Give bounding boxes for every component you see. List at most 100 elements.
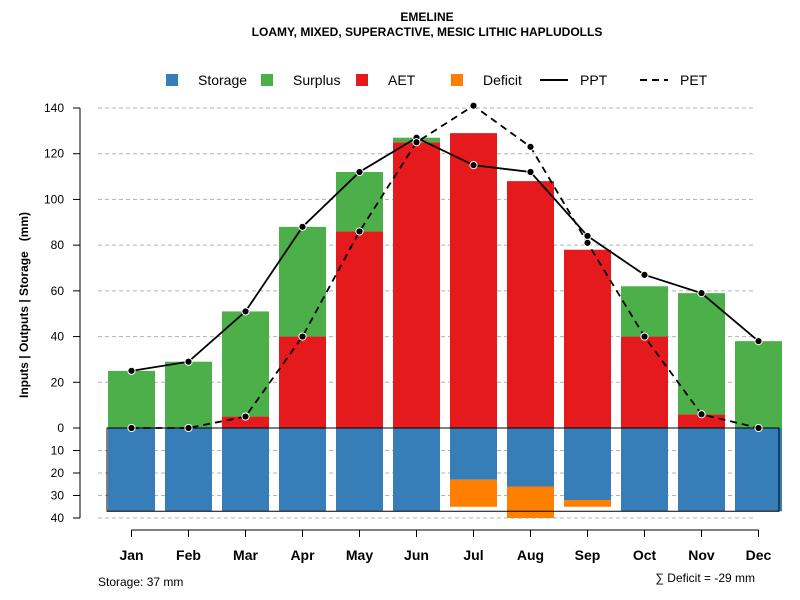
deficit-note: ∑ Deficit = -29 mm	[655, 571, 755, 585]
legend-swatch-storage	[166, 74, 178, 86]
aet-bar-Oct	[621, 336, 668, 428]
legend-swatch-deficit	[451, 74, 463, 86]
storage-bar-Jul	[450, 428, 497, 480]
aet-bar-Mar	[222, 416, 269, 428]
y-tick-label-100: 100	[44, 192, 64, 206]
deficit-bar-Sep	[564, 500, 611, 507]
aet-bar-Jul	[450, 133, 497, 428]
ppt-point-Aug	[526, 167, 535, 177]
aet-bar-Apr	[279, 336, 326, 428]
storage-bar-May	[336, 428, 383, 512]
storage-bar-Feb	[165, 428, 212, 512]
legend-swatch-aet	[356, 74, 368, 86]
y-tick-label-140: 140	[44, 101, 64, 115]
surplus-bar-Apr	[279, 226, 326, 337]
pet-point-Sep	[583, 238, 592, 247]
ppt-point-May	[355, 167, 364, 177]
storage-note: Storage: 37 mm	[98, 575, 183, 589]
x-tick-label-Jul: Jul	[463, 547, 483, 563]
y-axis-label: Inputs | Outputs | Storage (mm)	[17, 212, 31, 398]
pet-point-Oct	[640, 332, 649, 341]
legend-label-ppt: PPT	[580, 72, 608, 88]
pet-point-Mar	[241, 412, 250, 421]
y-tick-label-20: 20	[51, 375, 65, 389]
y-tick-label-120: 120	[44, 147, 64, 161]
storage-tick-label-20: 20	[51, 466, 65, 480]
y-tick-label-80: 80	[51, 238, 65, 252]
x-tick-label-Sep: Sep	[575, 547, 601, 563]
storage-bar-Jun	[393, 428, 440, 512]
ppt-point-Oct	[640, 270, 649, 279]
ppt-point-Apr	[298, 222, 307, 231]
pet-point-Dec	[754, 423, 763, 433]
storage-bar-Sep	[564, 428, 611, 500]
pet-point-Jul	[469, 101, 478, 110]
pet-point-Apr	[298, 332, 307, 341]
storage-tick-label-10: 10	[51, 444, 65, 458]
storage-frame	[106, 427, 780, 512]
legend-label-pet: PET	[680, 72, 708, 88]
x-tick-label-Apr: Apr	[290, 547, 315, 563]
x-tick-label-Oct: Oct	[633, 547, 657, 563]
axes: 0 20 40 60 80 100 120 140 10 20 30 40 Jan Feb Mar Apr Ma…	[44, 101, 772, 563]
deficit-bar-Jul	[450, 479, 497, 507]
aet-bar-Sep	[564, 249, 611, 428]
legend-swatch-surplus	[261, 74, 273, 86]
storage-capacity-box	[106, 427, 780, 512]
storage-tick-label-30: 30	[51, 489, 65, 503]
surplus-bar-Feb	[165, 361, 212, 428]
pet-point-Nov	[697, 410, 706, 419]
surplus-bar-Jan	[108, 370, 155, 428]
ppt-point-Dec	[754, 337, 763, 346]
storage-bar-Aug	[507, 428, 554, 487]
aet-bar-May	[336, 231, 383, 428]
x-tick-label-Mar: Mar	[233, 547, 258, 563]
ppt-point-Jul	[469, 161, 478, 170]
x-tick-label-Jan: Jan	[119, 547, 143, 563]
surplus-bar-Dec	[735, 341, 782, 428]
ppt-point-Sep	[583, 231, 592, 241]
storage-bar-Nov	[678, 428, 725, 512]
lines-layer	[131, 104, 760, 429]
points-layer	[127, 101, 763, 433]
x-tick-label-Nov: Nov	[688, 547, 715, 563]
storage-tick-label-40: 40	[51, 511, 65, 525]
surplus-bar-Mar	[222, 311, 269, 417]
x-tick-label-Feb: Feb	[176, 547, 201, 563]
pet-line	[131, 104, 759, 429]
ppt-point-Nov	[697, 289, 706, 298]
y-tick-label-40: 40	[51, 330, 65, 344]
legend: Storage Surplus AET Deficit PPT PET	[166, 72, 708, 88]
storage-bar-Apr	[279, 428, 326, 512]
storage-bar-Jan	[108, 428, 155, 512]
legend-label-surplus: Surplus	[293, 72, 340, 88]
legend-label-deficit: Deficit	[483, 72, 522, 88]
x-tick-label-Dec: Dec	[746, 547, 772, 563]
ppt-point-Feb	[184, 357, 193, 366]
x-tick-label-Aug: Aug	[517, 547, 544, 563]
ppt-point-Mar	[241, 307, 250, 316]
y-tick-label-60: 60	[51, 284, 65, 298]
pet-point-Aug	[526, 142, 535, 151]
chart-subtitle: LOAMY, MIXED, SUPERACTIVE, MESIC LITHIC …	[252, 25, 603, 39]
surplus-bar-Oct	[621, 286, 668, 337]
legend-label-storage: Storage	[198, 72, 247, 88]
x-tick-label-Jun: Jun	[404, 547, 429, 563]
ppt-point-Jan	[127, 366, 136, 375]
storage-bar-Mar	[222, 428, 269, 512]
chart-title: EMELINE	[400, 10, 453, 24]
deficit-bar-Aug	[507, 486, 554, 518]
y-tick-label-0: 0	[57, 421, 64, 435]
pet-point-Feb	[184, 423, 193, 433]
storage-bar-Dec	[735, 428, 782, 512]
legend-label-aet: AET	[388, 72, 416, 88]
surplus-bar-May	[336, 172, 383, 232]
pet-point-May	[355, 227, 364, 236]
bars-layer	[108, 133, 782, 518]
ppt-line	[131, 136, 760, 372]
storage-bar-Oct	[621, 428, 668, 512]
pet-point-Jun	[412, 138, 421, 147]
aet-bar-Jun	[393, 142, 440, 429]
x-tick-label-May: May	[346, 547, 373, 563]
pet-point-Jan	[127, 423, 136, 433]
